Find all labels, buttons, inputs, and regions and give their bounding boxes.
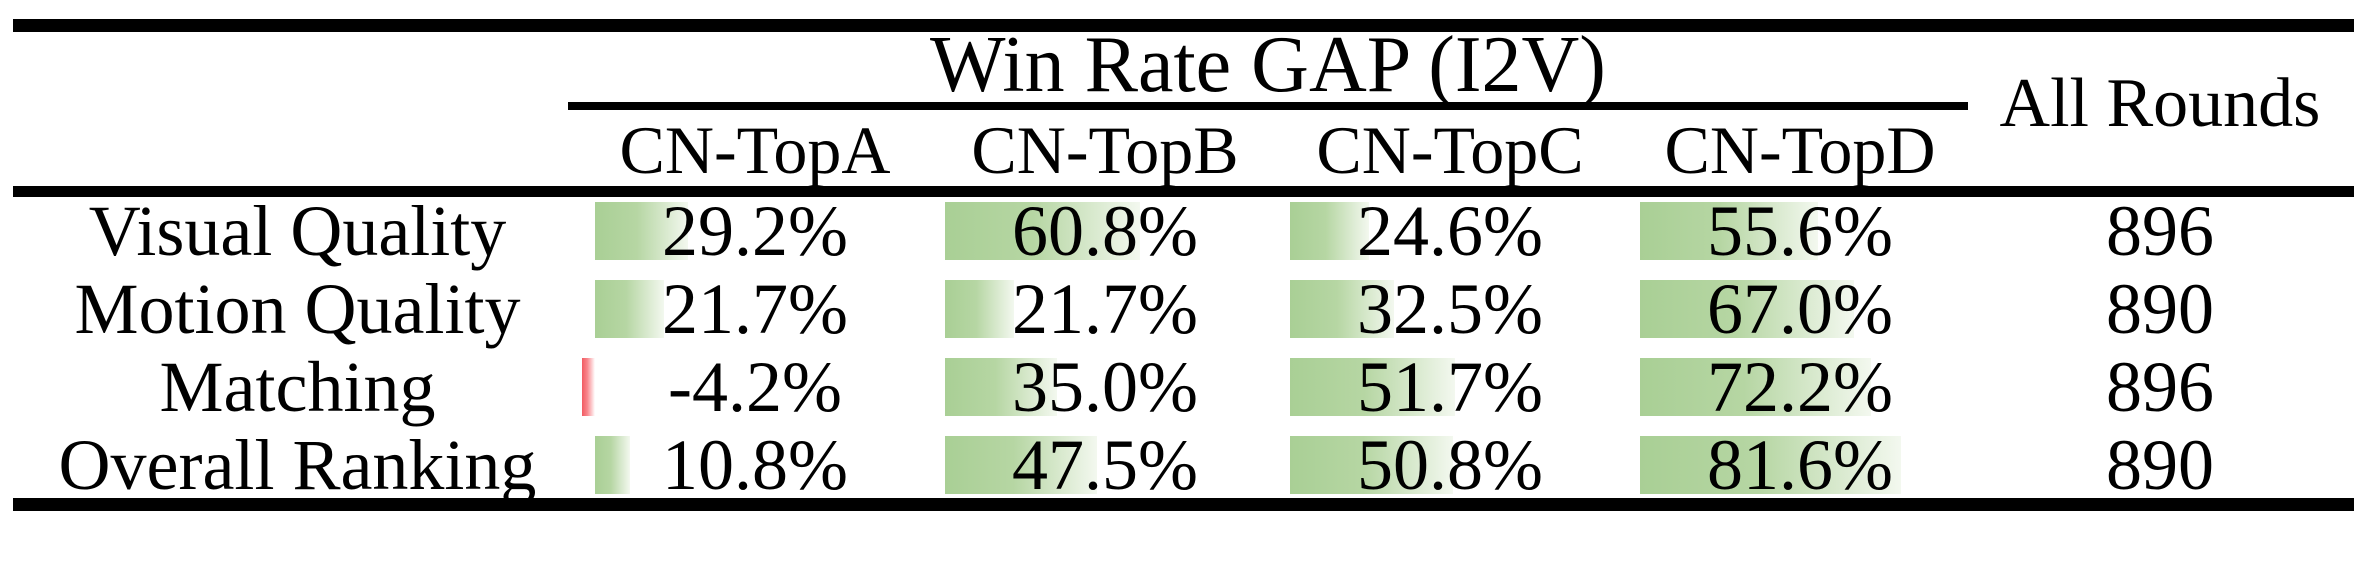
value-text: 21.7% xyxy=(1012,269,1198,349)
table-rule-bottom xyxy=(13,498,2354,511)
table-cell: 60.8% xyxy=(945,191,1265,271)
all-rounds-value: 896 xyxy=(2106,347,2214,427)
value-bar xyxy=(1640,436,1902,494)
value-text: 47.5% xyxy=(1012,425,1198,505)
value-bar xyxy=(945,280,1015,338)
value-bar xyxy=(945,358,1057,416)
table-cell: 29.2% xyxy=(595,191,915,271)
value-bar xyxy=(1640,358,1872,416)
value-bar xyxy=(1640,280,1855,338)
table-cell: 35.0% xyxy=(945,347,1265,427)
table-cell: -4.2% xyxy=(581,347,915,427)
value-bar xyxy=(595,280,665,338)
table-rule-top xyxy=(13,19,2354,32)
column-header-cn-topa: CN-TopA xyxy=(619,112,891,188)
column-header-cn-topd: CN-TopD xyxy=(1664,112,1936,188)
value-text: 32.5% xyxy=(1357,269,1543,349)
value-text: 67.0% xyxy=(1707,269,1893,349)
row-label: Visual Quality xyxy=(88,191,507,271)
table-cell: 55.6% xyxy=(1640,191,1960,271)
value-text: 21.7% xyxy=(662,269,848,349)
all-rounds-value: 896 xyxy=(2106,191,2214,271)
table-cell: 32.5% xyxy=(1290,269,1610,349)
value-text: 81.6% xyxy=(1707,425,1893,505)
value-bar xyxy=(595,436,630,494)
value-bar xyxy=(945,202,1140,260)
table-cell: 24.6% xyxy=(1290,191,1610,271)
table-cell: 72.2% xyxy=(1640,347,1960,427)
table-cell: 21.7% xyxy=(945,269,1265,349)
value-text: 35.0% xyxy=(1012,347,1198,427)
table-cell: 67.0% xyxy=(1640,269,1960,349)
all-rounds-value: 890 xyxy=(2106,425,2214,505)
value-bar xyxy=(1290,358,1456,416)
table-rule-header xyxy=(13,186,2354,197)
value-bar xyxy=(1290,280,1394,338)
value-text: 24.6% xyxy=(1357,191,1543,271)
table-cell: 51.7% xyxy=(1290,347,1610,427)
table-cell: 81.6% xyxy=(1640,425,1960,505)
value-bar xyxy=(945,436,1097,494)
table-cell: 47.5% xyxy=(945,425,1265,505)
all-rounds-value: 890 xyxy=(2106,269,2214,349)
table-cell: 10.8% xyxy=(595,425,915,505)
table-cell: 50.8% xyxy=(1290,425,1610,505)
value-text: 60.8% xyxy=(1012,191,1198,271)
value-bar xyxy=(595,202,689,260)
column-header-all-rounds: All Rounds xyxy=(1999,65,2321,142)
row-label: Overall Ranking xyxy=(58,425,537,505)
value-text: 10.8% xyxy=(662,425,848,505)
value-text: 72.2% xyxy=(1707,347,1893,427)
value-text: 50.8% xyxy=(1357,425,1543,505)
table-cell: 21.7% xyxy=(595,269,915,349)
value-text: 55.6% xyxy=(1707,191,1893,271)
table-rule-span xyxy=(568,102,1968,110)
value-text: 51.7% xyxy=(1357,347,1543,427)
value-bar xyxy=(1290,202,1369,260)
value-bar xyxy=(1640,202,1818,260)
value-text: -4.2% xyxy=(668,347,842,427)
table-title: Win Rate GAP (I2V) xyxy=(930,21,1606,109)
column-header-cn-topb: CN-TopB xyxy=(971,112,1239,188)
row-label: Motion Quality xyxy=(74,269,521,349)
row-label: Matching xyxy=(159,347,436,427)
column-header-cn-topc: CN-TopC xyxy=(1316,112,1584,188)
value-bar-negative xyxy=(581,358,595,416)
value-bar xyxy=(1290,436,1453,494)
value-text: 29.2% xyxy=(662,191,848,271)
